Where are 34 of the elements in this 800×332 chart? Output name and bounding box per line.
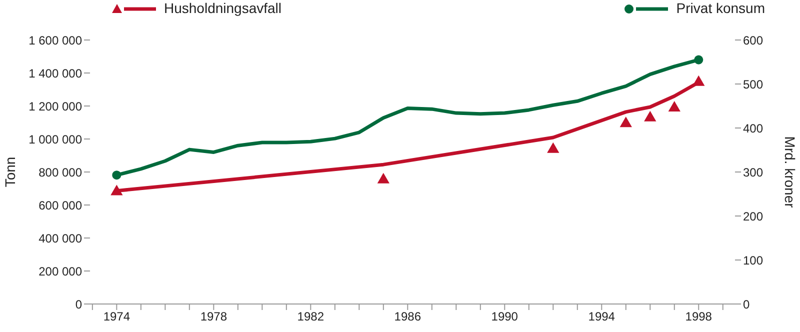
y2-tick-label: 100 xyxy=(743,253,764,268)
y2-tick-label: 0 xyxy=(743,297,750,312)
y-tick-label: 1 000 000 xyxy=(28,132,82,146)
point xyxy=(644,110,656,122)
y-tick-label: 200 000 xyxy=(38,264,82,278)
x-tick-label: 1982 xyxy=(297,310,324,324)
x-tick-label: 1974 xyxy=(103,310,130,324)
x-tick-label: 1978 xyxy=(200,310,228,324)
legend-label: Privat konsum xyxy=(676,0,765,16)
x-tick-label: 1990 xyxy=(491,310,518,324)
x-tick-label: 1994 xyxy=(588,310,616,324)
y-tick-label: 600 000 xyxy=(38,198,82,212)
y2-tick-label: 500 xyxy=(743,77,764,92)
x-tick-label: 1998 xyxy=(685,310,712,324)
y-tick-label: 1 600 000 xyxy=(28,33,82,48)
y2-tick-label: 600 xyxy=(743,33,764,48)
point xyxy=(110,184,123,196)
point xyxy=(547,142,560,153)
legend-label: Husholdningsavfall xyxy=(164,0,282,16)
y-tick-label: 400 000 xyxy=(38,231,82,246)
x-tick-label: 1986 xyxy=(394,310,422,324)
y2-tick-label: 300 xyxy=(743,165,764,180)
point xyxy=(668,100,680,112)
point xyxy=(692,75,705,86)
y-tick-label: 800 000 xyxy=(38,165,82,180)
y-tick-label: 0 xyxy=(75,297,82,312)
y2-axis-title: Mrd. kroner xyxy=(782,136,798,208)
y2-tick-label: 200 xyxy=(743,209,764,224)
y-axis-title: Tonn xyxy=(2,156,18,188)
point xyxy=(377,172,390,184)
y-tick-label: 1 400 000 xyxy=(28,66,82,80)
point xyxy=(620,116,632,128)
y2-tick-label: 400 xyxy=(743,121,764,136)
y-tick-label: 1 200 000 xyxy=(28,99,82,114)
